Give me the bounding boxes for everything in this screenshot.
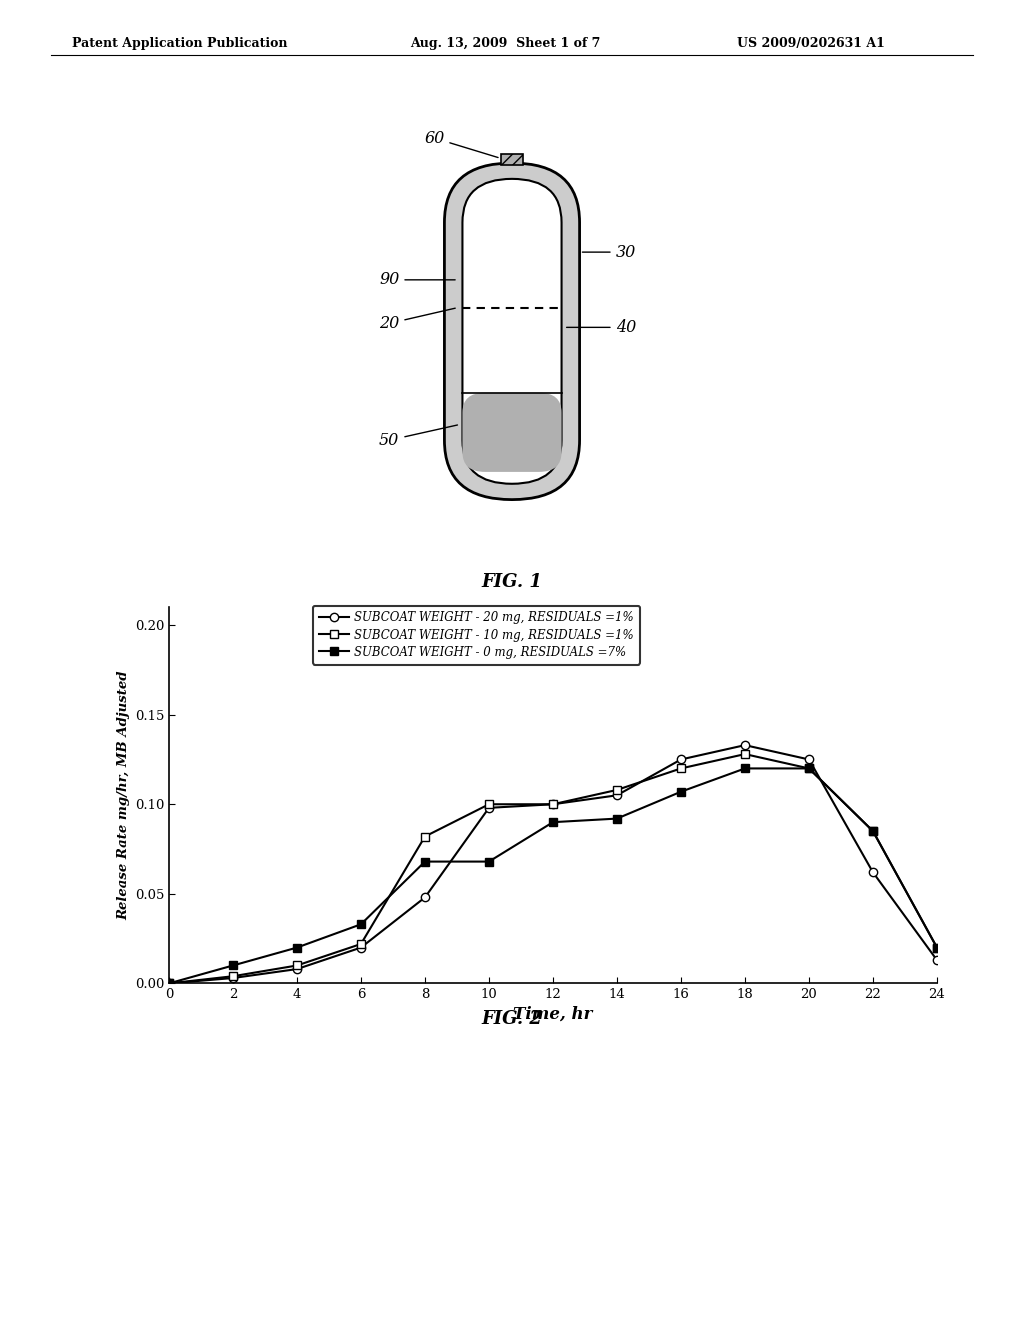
SUBCOAT WEIGHT - 0 mg, RESIDUALS =7% bbox=[610, 810, 623, 826]
Text: 40: 40 bbox=[566, 319, 636, 335]
Text: Aug. 13, 2009  Sheet 1 of 7: Aug. 13, 2009 Sheet 1 of 7 bbox=[410, 37, 600, 50]
FancyBboxPatch shape bbox=[501, 154, 523, 165]
SUBCOAT WEIGHT - 0 mg, RESIDUALS =7% bbox=[675, 784, 687, 800]
Line: SUBCOAT WEIGHT - 10 mg, RESIDUALS =1%: SUBCOAT WEIGHT - 10 mg, RESIDUALS =1% bbox=[165, 750, 941, 987]
SUBCOAT WEIGHT - 0 mg, RESIDUALS =7% bbox=[931, 940, 943, 956]
SUBCOAT WEIGHT - 10 mg, RESIDUALS =1% bbox=[483, 796, 496, 812]
SUBCOAT WEIGHT - 20 mg, RESIDUALS =1% bbox=[931, 952, 943, 968]
SUBCOAT WEIGHT - 0 mg, RESIDUALS =7% bbox=[483, 854, 496, 870]
SUBCOAT WEIGHT - 20 mg, RESIDUALS =1% bbox=[547, 796, 559, 812]
SUBCOAT WEIGHT - 20 mg, RESIDUALS =1% bbox=[866, 865, 879, 880]
SUBCOAT WEIGHT - 20 mg, RESIDUALS =1% bbox=[675, 751, 687, 767]
SUBCOAT WEIGHT - 10 mg, RESIDUALS =1% bbox=[547, 796, 559, 812]
SUBCOAT WEIGHT - 0 mg, RESIDUALS =7% bbox=[355, 916, 368, 932]
Text: Patent Application Publication: Patent Application Publication bbox=[72, 37, 287, 50]
Text: FIG. 1: FIG. 1 bbox=[481, 573, 543, 591]
SUBCOAT WEIGHT - 20 mg, RESIDUALS =1% bbox=[610, 787, 623, 803]
SUBCOAT WEIGHT - 0 mg, RESIDUALS =7% bbox=[803, 760, 815, 776]
SUBCOAT WEIGHT - 20 mg, RESIDUALS =1% bbox=[483, 800, 496, 816]
Text: 60: 60 bbox=[424, 129, 498, 157]
Line: SUBCOAT WEIGHT - 0 mg, RESIDUALS =7%: SUBCOAT WEIGHT - 0 mg, RESIDUALS =7% bbox=[165, 764, 941, 987]
SUBCOAT WEIGHT - 0 mg, RESIDUALS =7% bbox=[227, 957, 240, 973]
SUBCOAT WEIGHT - 10 mg, RESIDUALS =1% bbox=[419, 829, 431, 845]
SUBCOAT WEIGHT - 10 mg, RESIDUALS =1% bbox=[291, 957, 303, 973]
SUBCOAT WEIGHT - 10 mg, RESIDUALS =1% bbox=[739, 746, 752, 762]
SUBCOAT WEIGHT - 10 mg, RESIDUALS =1% bbox=[355, 936, 368, 952]
Text: 50: 50 bbox=[379, 425, 458, 449]
Text: 90: 90 bbox=[379, 272, 455, 288]
Legend: SUBCOAT WEIGHT - 20 mg, RESIDUALS =1%, SUBCOAT WEIGHT - 10 mg, RESIDUALS =1%, SU: SUBCOAT WEIGHT - 20 mg, RESIDUALS =1%, S… bbox=[313, 606, 640, 665]
SUBCOAT WEIGHT - 10 mg, RESIDUALS =1% bbox=[931, 940, 943, 956]
SUBCOAT WEIGHT - 10 mg, RESIDUALS =1% bbox=[227, 969, 240, 985]
SUBCOAT WEIGHT - 10 mg, RESIDUALS =1% bbox=[803, 760, 815, 776]
Text: 20: 20 bbox=[379, 308, 456, 331]
SUBCOAT WEIGHT - 0 mg, RESIDUALS =7% bbox=[739, 760, 752, 776]
SUBCOAT WEIGHT - 0 mg, RESIDUALS =7% bbox=[866, 824, 879, 840]
SUBCOAT WEIGHT - 20 mg, RESIDUALS =1% bbox=[803, 751, 815, 767]
SUBCOAT WEIGHT - 20 mg, RESIDUALS =1% bbox=[419, 890, 431, 906]
SUBCOAT WEIGHT - 0 mg, RESIDUALS =7% bbox=[291, 940, 303, 956]
SUBCOAT WEIGHT - 20 mg, RESIDUALS =1% bbox=[291, 961, 303, 977]
FancyBboxPatch shape bbox=[444, 164, 580, 500]
Line: SUBCOAT WEIGHT - 20 mg, RESIDUALS =1%: SUBCOAT WEIGHT - 20 mg, RESIDUALS =1% bbox=[165, 741, 941, 987]
SUBCOAT WEIGHT - 0 mg, RESIDUALS =7% bbox=[163, 975, 175, 991]
SUBCOAT WEIGHT - 10 mg, RESIDUALS =1% bbox=[675, 760, 687, 776]
Text: FIG. 2: FIG. 2 bbox=[481, 1010, 543, 1028]
Y-axis label: Release Rate mg/hr, MB Adjusted: Release Rate mg/hr, MB Adjusted bbox=[118, 671, 130, 920]
X-axis label: Time, hr: Time, hr bbox=[513, 1006, 593, 1023]
SUBCOAT WEIGHT - 10 mg, RESIDUALS =1% bbox=[163, 975, 175, 991]
SUBCOAT WEIGHT - 20 mg, RESIDUALS =1% bbox=[739, 737, 752, 752]
FancyBboxPatch shape bbox=[463, 393, 561, 473]
Text: 30: 30 bbox=[583, 244, 636, 260]
SUBCOAT WEIGHT - 10 mg, RESIDUALS =1% bbox=[866, 824, 879, 840]
SUBCOAT WEIGHT - 0 mg, RESIDUALS =7% bbox=[419, 854, 431, 870]
SUBCOAT WEIGHT - 0 mg, RESIDUALS =7% bbox=[547, 814, 559, 830]
SUBCOAT WEIGHT - 20 mg, RESIDUALS =1% bbox=[227, 970, 240, 986]
FancyBboxPatch shape bbox=[463, 180, 561, 484]
SUBCOAT WEIGHT - 10 mg, RESIDUALS =1% bbox=[610, 781, 623, 797]
Text: US 2009/0202631 A1: US 2009/0202631 A1 bbox=[737, 37, 885, 50]
SUBCOAT WEIGHT - 20 mg, RESIDUALS =1% bbox=[163, 975, 175, 991]
SUBCOAT WEIGHT - 20 mg, RESIDUALS =1% bbox=[355, 940, 368, 956]
